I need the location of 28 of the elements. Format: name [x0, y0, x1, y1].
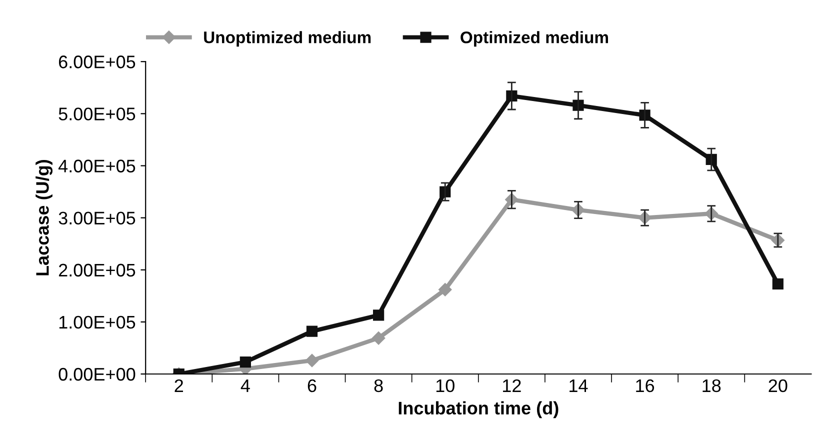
y-tick-label: 1.00E+05 — [59, 316, 136, 329]
point — [240, 356, 251, 368]
x-tick-label: 20 — [768, 379, 788, 392]
x-tick-label: 14 — [570, 380, 588, 392]
y-axis-title: Laccase (U/g) — [36, 160, 53, 276]
y-tick-label: 6.00E+05 — [58, 56, 136, 68]
x-tick-label: 18 — [702, 379, 721, 392]
x-tick-label: 16 — [636, 379, 654, 392]
point — [373, 310, 384, 321]
point — [372, 331, 386, 345]
legend-label: Unoptimized medium — [204, 31, 371, 47]
y-tick-label: 2.00E+05 — [58, 264, 136, 277]
point — [306, 326, 318, 337]
point — [305, 354, 319, 368]
y-tick-label: 4.00E+05 — [58, 160, 136, 172]
x-tick-label: 2 — [174, 379, 183, 392]
x-tick-label: 10 — [436, 379, 454, 392]
legend-label: Optimized medium — [460, 31, 608, 47]
x-tick-label: 12 — [503, 379, 521, 392]
x-tick-label: 4 — [240, 380, 250, 392]
x-tick-label: 8 — [374, 379, 383, 392]
x-tick-label: 6 — [308, 379, 316, 392]
y-tick-label: 0.00E+00 — [58, 368, 136, 381]
point — [438, 283, 452, 296]
x-axis-title: Incubation time (d) — [398, 401, 558, 418]
point — [772, 278, 784, 290]
y-tick-label: 3.00E+05 — [58, 212, 136, 225]
y-tick-label: 5.00E+05 — [58, 108, 136, 120]
